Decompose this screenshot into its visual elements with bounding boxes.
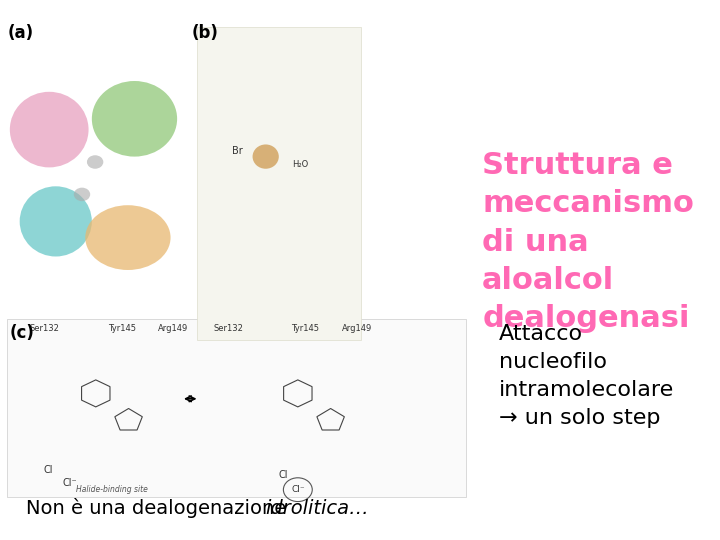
Text: H₂O: H₂O [292,160,308,169]
Text: Struttura e
meccanismo
di una
aloalcol
dealogenasi: Struttura e meccanismo di una aloalcol d… [482,151,694,333]
Text: Arg149: Arg149 [342,324,372,333]
Bar [197,27,361,340]
Ellipse shape [92,81,177,157]
Text: Arg149: Arg149 [158,324,189,333]
Text: Ser132: Ser132 [213,324,243,333]
Text: Cl: Cl [278,470,288,481]
Text: Cl: Cl [43,465,53,475]
Text: Cl⁻: Cl⁻ [291,485,305,494]
Text: Tyr145: Tyr145 [107,324,135,333]
Ellipse shape [85,205,171,270]
Text: Tyr145: Tyr145 [292,324,319,333]
Ellipse shape [73,188,90,201]
Text: (c): (c) [10,324,35,342]
Text: (b): (b) [192,24,218,42]
Ellipse shape [19,186,92,256]
Text: Non è una dealogenazione: Non è una dealogenazione [26,498,293,518]
Ellipse shape [253,145,279,168]
Text: (a): (a) [8,24,34,42]
Bar [6,319,466,497]
Text: idrolitica…: idrolitica… [266,500,369,518]
Text: Cl⁻: Cl⁻ [63,477,78,488]
Text: Ser132: Ser132 [30,324,59,333]
Text: Br: Br [232,146,243,156]
Text: Halide-binding site: Halide-binding site [76,485,148,494]
Ellipse shape [10,92,89,167]
Ellipse shape [87,156,103,168]
Text: Attacco
nucleofilo
intramolecolare
→ un solo step: Attacco nucleofilo intramolecolare → un … [498,324,674,428]
